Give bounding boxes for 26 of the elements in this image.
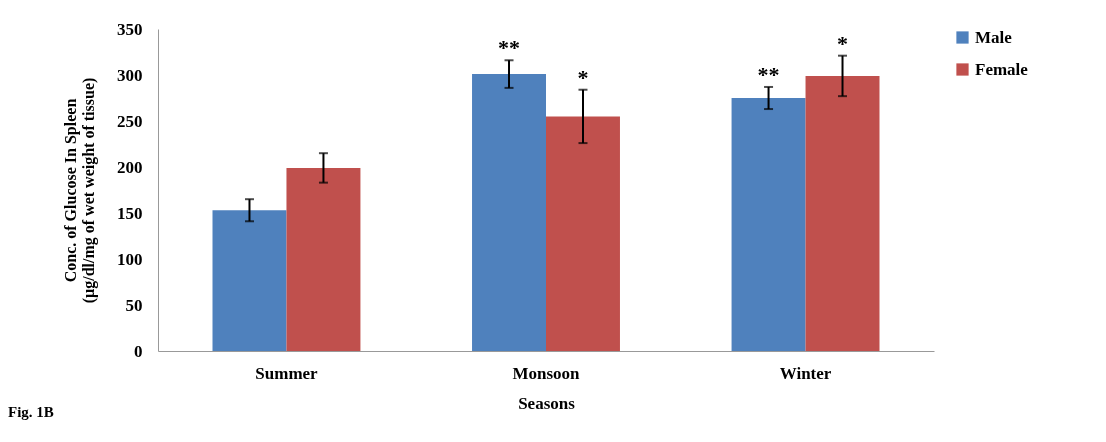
x-tick-label: Winter [779,363,832,383]
y-tick-label: 250 [117,111,143,131]
bar [805,75,880,351]
bar [546,116,620,351]
y-tick-label: 100 [117,249,143,269]
bar [212,210,287,351]
annotation: * [837,30,849,56]
annotation: ** [757,61,780,87]
annotation: ** [498,35,521,61]
x-tick-label: Summer [255,363,319,383]
bar [731,98,806,351]
legend-label: Male [975,27,1013,47]
y-tick-label: 300 [117,65,143,85]
caption: Fig. 1B [8,404,54,420]
y-axis-title: Conc. of Glucose In Spleen (µg/dl/mg of wet weight of tissue) [62,77,98,304]
x-tick-label: Monsoon [512,363,581,383]
x-axis-title: Seasons [518,393,576,413]
bar [472,74,546,351]
bar [286,167,361,351]
y-tick-label: 350 [117,19,143,39]
y-tick-label: 50 [125,295,143,315]
y-tick-label: 150 [117,203,143,223]
annotation: * [577,64,589,90]
y-tick-label: 200 [117,157,143,177]
legend-label: Female [975,59,1029,79]
y-tick-label: 0 [134,341,143,361]
